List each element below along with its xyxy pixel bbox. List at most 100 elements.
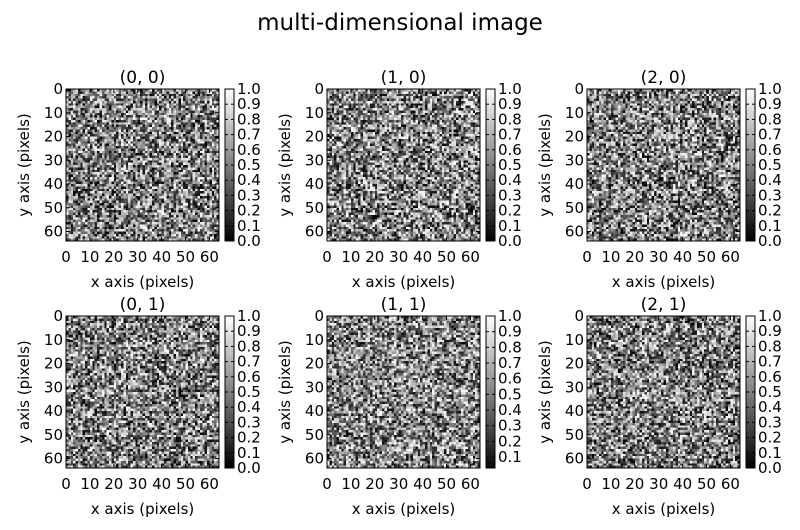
y-tick-label: 20	[305, 128, 324, 146]
y-tick-label: 30	[44, 151, 63, 169]
colorbar-tick-label: 0.3	[237, 186, 261, 204]
colorbar-tick-label: 0.9	[237, 322, 261, 340]
colorbar-tick-label: 0.5	[237, 156, 261, 174]
colorbar-tick-label: 0.2	[758, 202, 782, 220]
heatmap-image	[66, 316, 219, 468]
x-tick-label: 30	[649, 248, 668, 266]
colorbar-tick-label: 0.9	[237, 95, 261, 113]
axes-frame	[326, 88, 481, 242]
y-tick-label: 40	[565, 402, 584, 420]
x-tick-label: 60	[200, 248, 219, 266]
colorbar-tick-label: 0.2	[498, 202, 522, 220]
y-tick-label: 10	[305, 104, 324, 122]
colorbar-tick-label: 0.6	[237, 141, 261, 159]
y-tick-label: 0	[53, 307, 63, 325]
x-tick-label: 50	[176, 475, 195, 493]
y-tick-label: 0	[574, 80, 584, 98]
colorbar-tick-label: 0.3	[758, 413, 782, 431]
colorbar-tick-label: 1.0	[758, 307, 782, 325]
x-tick-label: 10	[341, 475, 360, 493]
colorbar-tick-label: 1.0	[498, 307, 522, 325]
x-axis-label: x axis (pixels)	[352, 273, 455, 291]
x-tick-label: 10	[601, 248, 620, 266]
colorbar-tick-label: 0.1	[237, 217, 261, 235]
x-tick-label: 10	[341, 248, 360, 266]
x-tick-label: 50	[697, 475, 716, 493]
y-tick-label: 50	[305, 199, 324, 217]
colorbar-tick-label: 0.6	[758, 141, 782, 159]
y-axis-label: y axis (pixels)	[15, 340, 33, 443]
x-axis-label: x axis (pixels)	[91, 500, 194, 518]
colorbar-tick-label: 0.5	[237, 383, 261, 401]
colorbar-tick-label: 0.3	[498, 417, 522, 435]
y-tick-label: 50	[44, 199, 63, 217]
y-tick-label: 10	[44, 104, 63, 122]
x-tick-label: 0	[61, 248, 71, 266]
panel-title: (2, 1)	[641, 295, 687, 315]
y-tick-label: 40	[44, 175, 63, 193]
y-tick-label: 0	[314, 307, 324, 325]
heatmap-panel-4: 0 10 20 30 40 50 60 0 10 20 30 40 50 60 (1, 1) x axis (…	[276, 295, 522, 518]
colorbar-tick-label: 0.8	[758, 110, 782, 128]
x-tick-label: 0	[61, 475, 71, 493]
colorbar-tick-label: 0.9	[758, 95, 782, 113]
axes-frame	[586, 88, 741, 242]
colorbar-tick-label: 0.2	[237, 202, 261, 220]
x-tick-label: 50	[437, 248, 456, 266]
x-tick-label: 30	[389, 248, 408, 266]
colorbar-tick-label: 0.7	[758, 353, 782, 371]
colorbar-tick-label: 0.6	[498, 141, 522, 159]
colorbar-tick-label: 0.1	[498, 448, 522, 466]
axes-frame	[65, 315, 220, 469]
colorbar-tick-label: 0.1	[758, 217, 782, 235]
y-tick-label: 20	[44, 355, 63, 373]
colorbar-tick-label: 0.4	[498, 401, 522, 419]
x-tick-label: 20	[625, 248, 644, 266]
colorbar-tick-label: 0.7	[237, 353, 261, 371]
colorbar-tick-label: 0.4	[758, 398, 782, 416]
y-tick-label: 10	[305, 331, 324, 349]
x-tick-label: 40	[673, 475, 692, 493]
y-tick-label: 10	[565, 104, 584, 122]
y-tick-label: 60	[305, 450, 324, 468]
y-tick-label: 40	[305, 175, 324, 193]
x-tick-label: 0	[322, 248, 332, 266]
x-tick-label: 0	[582, 475, 592, 493]
colorbar-tick-label: 0.5	[758, 383, 782, 401]
colorbar-tick-label: 0.8	[498, 338, 522, 356]
x-tick-label: 40	[673, 248, 692, 266]
colorbar-tick-label: 0.0	[237, 459, 261, 477]
y-tick-label: 0	[314, 80, 324, 98]
colorbar-tick-label: 0.3	[498, 186, 522, 204]
x-tick-label: 0	[322, 475, 332, 493]
y-tick-label: 60	[565, 223, 584, 241]
x-tick-label: 20	[365, 475, 384, 493]
x-tick-label: 60	[461, 475, 480, 493]
x-tick-label: 10	[80, 248, 99, 266]
colorbar-tick-label: 0.3	[758, 186, 782, 204]
x-tick-label: 20	[625, 475, 644, 493]
x-tick-label: 0	[582, 248, 592, 266]
y-tick-label: 30	[565, 378, 584, 396]
colorbar-tick-label: 0.1	[758, 444, 782, 462]
x-axis-label: x axis (pixels)	[612, 500, 715, 518]
heatmap-image	[66, 89, 219, 241]
x-tick-label: 10	[80, 475, 99, 493]
x-tick-label: 20	[104, 248, 123, 266]
colorbar-tick-label: 0.9	[498, 323, 522, 341]
colorbar-tick-label: 0.1	[498, 217, 522, 235]
y-tick-label: 50	[565, 199, 584, 217]
colorbar-tick-label: 0.2	[498, 432, 522, 450]
colorbar-tick-label: 0.2	[237, 429, 261, 447]
y-tick-label: 60	[305, 223, 324, 241]
colorbar-tick-label: 0.4	[758, 171, 782, 189]
x-tick-label: 20	[365, 248, 384, 266]
colorbar-tick-label: 0.7	[237, 126, 261, 144]
y-tick-label: 50	[305, 426, 324, 444]
y-axis-label: y axis (pixels)	[536, 113, 554, 216]
colorbar-tick-label: 0.7	[758, 126, 782, 144]
heatmap-panel-5: 0 10 20 30 40 50 60 0 10 20 30 40 50 60 (2, 1) x axis (…	[536, 295, 782, 518]
y-tick-label: 40	[44, 402, 63, 420]
colorbar-tick-label: 0.3	[237, 413, 261, 431]
